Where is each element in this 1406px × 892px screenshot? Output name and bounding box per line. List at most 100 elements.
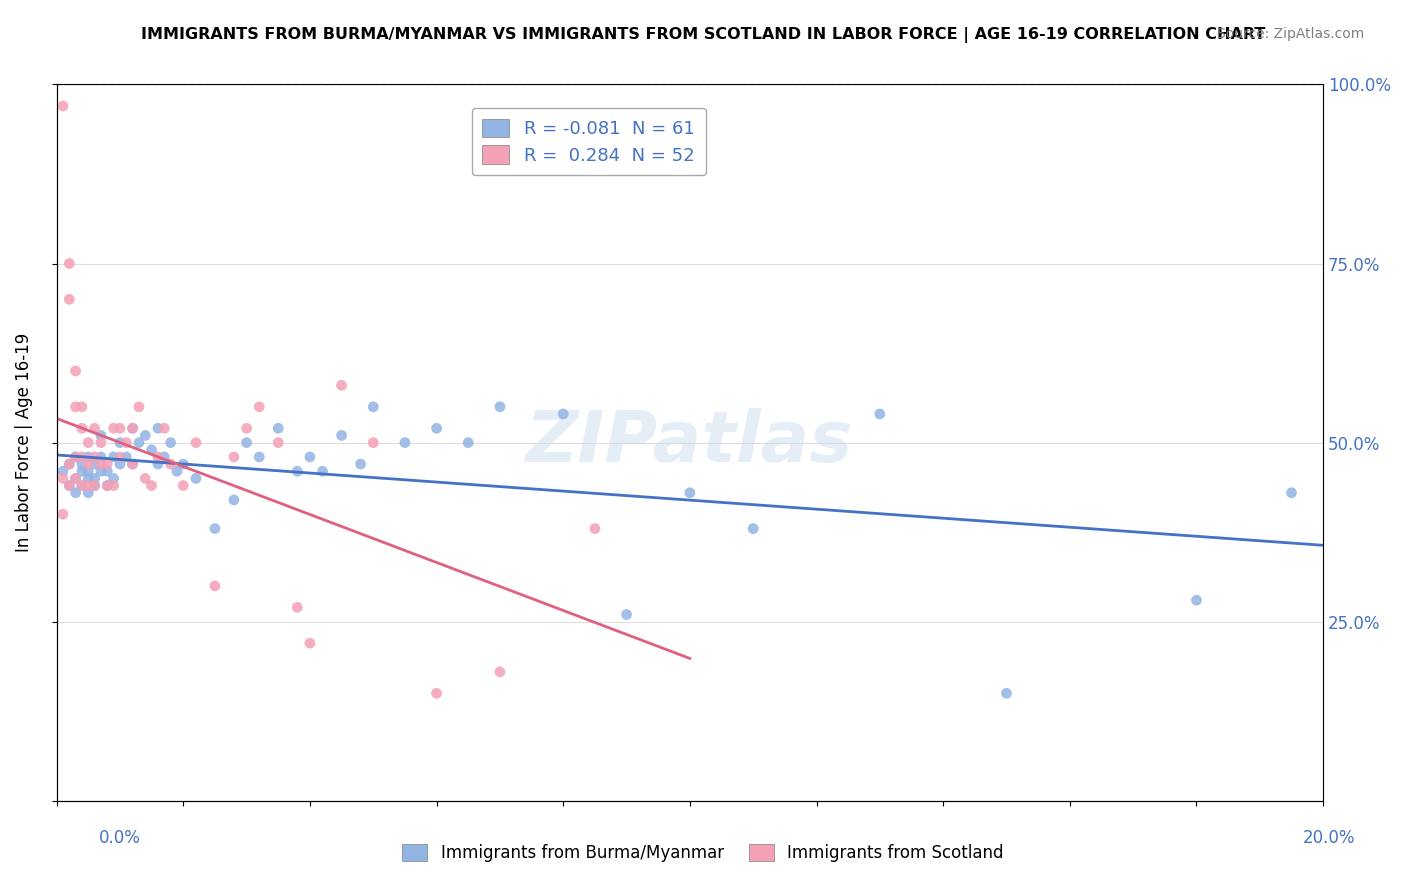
Point bbox=[65, 471, 87, 485]
Point bbox=[235, 435, 257, 450]
Point bbox=[65, 471, 87, 485]
Point bbox=[115, 450, 138, 464]
Point bbox=[361, 400, 384, 414]
Point bbox=[222, 450, 245, 464]
Point bbox=[204, 522, 226, 536]
Point bbox=[742, 522, 765, 536]
Point bbox=[70, 478, 93, 492]
Point bbox=[184, 471, 207, 485]
Point bbox=[108, 435, 131, 450]
Y-axis label: In Labor Force | Age 16-19: In Labor Force | Age 16-19 bbox=[15, 333, 32, 552]
Point bbox=[83, 478, 105, 492]
Point bbox=[58, 478, 80, 492]
Point bbox=[267, 435, 290, 450]
Point bbox=[52, 508, 75, 522]
Point bbox=[146, 450, 169, 464]
Point bbox=[70, 457, 93, 471]
Point bbox=[83, 450, 105, 464]
Point bbox=[153, 450, 176, 464]
Point bbox=[58, 478, 80, 492]
Point bbox=[146, 457, 169, 471]
Point bbox=[77, 471, 100, 485]
Point bbox=[65, 364, 87, 378]
Point bbox=[128, 400, 150, 414]
Point bbox=[153, 421, 176, 435]
Point bbox=[90, 450, 112, 464]
Point bbox=[58, 256, 80, 270]
Point bbox=[77, 457, 100, 471]
Point bbox=[83, 478, 105, 492]
Point bbox=[457, 435, 479, 450]
Point bbox=[121, 421, 143, 435]
Point bbox=[222, 492, 245, 507]
Point bbox=[426, 686, 449, 700]
Point bbox=[141, 478, 163, 492]
Point bbox=[134, 428, 156, 442]
Text: Source: ZipAtlas.com: Source: ZipAtlas.com bbox=[1216, 27, 1364, 41]
Point bbox=[77, 450, 100, 464]
Point bbox=[616, 607, 638, 622]
Point bbox=[166, 464, 188, 478]
Point bbox=[77, 435, 100, 450]
Point bbox=[553, 407, 575, 421]
Point bbox=[679, 485, 702, 500]
Point bbox=[83, 421, 105, 435]
Text: 20.0%: 20.0% bbox=[1302, 830, 1355, 847]
Point bbox=[52, 471, 75, 485]
Point bbox=[70, 478, 93, 492]
Point bbox=[298, 450, 321, 464]
Point bbox=[103, 478, 125, 492]
Point bbox=[141, 442, 163, 457]
Point bbox=[172, 478, 194, 492]
Point bbox=[285, 600, 308, 615]
Point bbox=[90, 457, 112, 471]
Point bbox=[583, 522, 606, 536]
Point bbox=[394, 435, 416, 450]
Point bbox=[267, 421, 290, 435]
Point bbox=[330, 378, 353, 392]
Point bbox=[103, 421, 125, 435]
Point bbox=[70, 464, 93, 478]
Point bbox=[58, 457, 80, 471]
Point bbox=[70, 400, 93, 414]
Point bbox=[285, 464, 308, 478]
Point bbox=[52, 99, 75, 113]
Point bbox=[184, 435, 207, 450]
Point bbox=[65, 400, 87, 414]
Text: IMMIGRANTS FROM BURMA/MYANMAR VS IMMIGRANTS FROM SCOTLAND IN LABOR FORCE | AGE 1: IMMIGRANTS FROM BURMA/MYANMAR VS IMMIGRA… bbox=[141, 27, 1265, 43]
Point bbox=[330, 428, 353, 442]
Point bbox=[90, 435, 112, 450]
Point bbox=[995, 686, 1018, 700]
Point bbox=[108, 450, 131, 464]
Point bbox=[77, 485, 100, 500]
Point bbox=[235, 421, 257, 435]
Point bbox=[172, 457, 194, 471]
Point bbox=[247, 400, 270, 414]
Point bbox=[83, 457, 105, 471]
Point bbox=[83, 471, 105, 485]
Point bbox=[58, 293, 80, 307]
Point bbox=[247, 450, 270, 464]
Legend: R = -0.081  N = 61, R =  0.284  N = 52: R = -0.081 N = 61, R = 0.284 N = 52 bbox=[471, 108, 706, 176]
Point bbox=[121, 457, 143, 471]
Point bbox=[70, 450, 93, 464]
Point bbox=[77, 464, 100, 478]
Point bbox=[298, 636, 321, 650]
Point bbox=[90, 428, 112, 442]
Point bbox=[128, 435, 150, 450]
Point bbox=[361, 435, 384, 450]
Point bbox=[65, 450, 87, 464]
Text: ZIPatlas: ZIPatlas bbox=[526, 409, 853, 477]
Point bbox=[869, 407, 891, 421]
Point bbox=[65, 485, 87, 500]
Point bbox=[96, 478, 118, 492]
Point bbox=[77, 478, 100, 492]
Point bbox=[204, 579, 226, 593]
Point bbox=[52, 464, 75, 478]
Point bbox=[96, 464, 118, 478]
Point bbox=[1185, 593, 1208, 607]
Point bbox=[1281, 485, 1303, 500]
Point bbox=[134, 471, 156, 485]
Point bbox=[108, 457, 131, 471]
Point bbox=[70, 421, 93, 435]
